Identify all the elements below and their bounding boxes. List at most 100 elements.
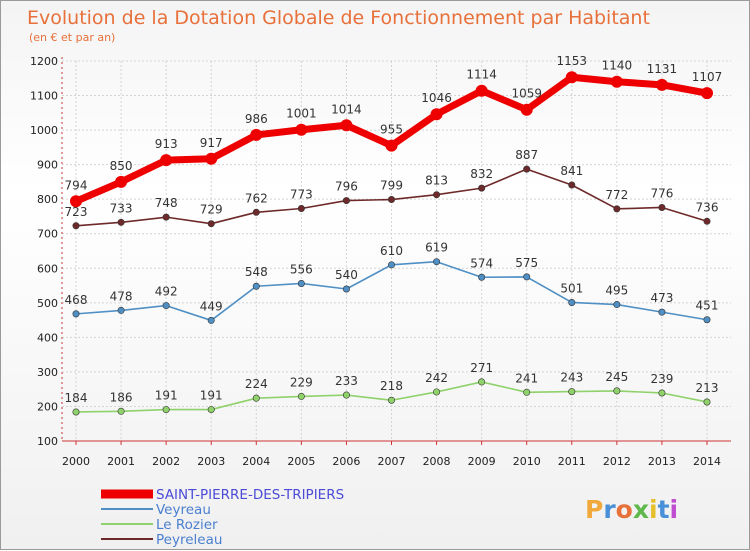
data-point [342, 285, 350, 293]
gridlines [62, 60, 731, 442]
series-saint-pierre-des-tripiers: 794 850 913 917 986 1001 1014 955 1046 1114 1059 11… [65, 54, 722, 208]
data-label: 723 [65, 205, 88, 219]
data-label: 191 [155, 389, 178, 403]
data-point [433, 191, 441, 199]
data-point [387, 261, 395, 269]
data-label: 575 [515, 256, 538, 270]
data-point [387, 396, 395, 404]
data-label: 1140 [602, 59, 633, 73]
data-label: 184 [65, 391, 88, 405]
data-label: 495 [605, 284, 628, 298]
data-point [342, 391, 350, 399]
x-tick-label: 2005 [287, 455, 315, 468]
data-point [72, 222, 80, 230]
data-label: 1153 [557, 54, 588, 68]
data-point [207, 220, 215, 228]
data-point [115, 175, 128, 188]
data-label: 917 [200, 136, 223, 150]
data-point [613, 301, 621, 309]
x-tick-label: 2002 [152, 455, 180, 468]
y-tick-label: 1100 [30, 90, 58, 103]
data-label: 1014 [331, 102, 362, 116]
x-tick-label: 2013 [648, 455, 676, 468]
y-tick-label: 100 [37, 435, 58, 448]
legend-label: Veyreau [156, 502, 211, 518]
data-point [523, 388, 531, 396]
data-point [72, 310, 80, 318]
x-tick-label: 2009 [468, 455, 496, 468]
data-point [340, 119, 353, 132]
data-point [205, 152, 218, 165]
data-point [478, 273, 486, 281]
axes: 100 200 300 400 500 600 700 800 900 1000 1100 1200 2… [30, 55, 731, 468]
data-point [433, 258, 441, 266]
x-tick-label: 2008 [423, 455, 451, 468]
data-point [387, 196, 395, 204]
legend-label: SAINT-PIERRE-DES-TRIPIERS [156, 487, 344, 503]
data-label: 955 [380, 123, 403, 137]
x-tick-label: 2003 [197, 455, 225, 468]
data-label: 1114 [466, 68, 497, 82]
data-label: 556 [290, 262, 313, 276]
data-point [162, 406, 170, 414]
legend-label: Peyreleau [156, 532, 222, 548]
data-point [568, 298, 576, 306]
y-tick-label: 700 [37, 228, 58, 241]
data-label: 1131 [647, 62, 678, 76]
data-label: 241 [515, 371, 538, 385]
data-label: 213 [696, 381, 719, 395]
data-label: 492 [155, 285, 178, 299]
data-point [703, 398, 711, 406]
data-point [701, 87, 713, 100]
data-point [433, 388, 441, 396]
data-label: 540 [335, 268, 358, 282]
data-point [252, 394, 260, 402]
data-point [162, 302, 170, 310]
data-point [117, 306, 125, 314]
data-point [385, 139, 398, 152]
y-tick-label: 200 [37, 400, 58, 413]
y-tick-label: 400 [37, 331, 58, 344]
data-point [295, 123, 308, 136]
data-point [658, 389, 666, 397]
chart-title: Evolution de la Dotation Globale de Fonc… [27, 7, 650, 29]
data-point [703, 217, 711, 225]
data-label: 186 [110, 390, 133, 404]
data-label: 733 [110, 201, 133, 215]
data-point [478, 378, 486, 386]
chart-subtitle: (en € et par an) [29, 31, 115, 44]
series-peyreleau: 723 733 748 729 762 773 796 799 813 832 887 841 772 7… [65, 148, 718, 230]
data-point [117, 407, 125, 415]
data-point [70, 195, 82, 208]
data-label: 841 [560, 164, 583, 178]
data-label: 239 [650, 372, 673, 386]
data-label: 574 [470, 256, 493, 270]
data-point [297, 205, 305, 213]
data-point [703, 316, 711, 324]
data-point [658, 308, 666, 316]
data-label: 229 [290, 375, 313, 389]
data-label: 796 [335, 180, 358, 194]
data-label: 548 [245, 265, 268, 279]
svg-text:Proxiti: Proxiti [585, 495, 678, 524]
data-label: 245 [605, 370, 628, 384]
data-point [250, 128, 263, 141]
data-label: 218 [380, 379, 403, 393]
data-label: 762 [245, 191, 268, 205]
data-point [252, 208, 260, 216]
data-label: 271 [470, 361, 493, 375]
data-label: 799 [380, 179, 403, 193]
data-label: 748 [155, 196, 178, 210]
data-label: 776 [650, 186, 673, 200]
data-label: 242 [425, 371, 448, 385]
data-label: 478 [110, 289, 133, 303]
data-label: 501 [560, 281, 583, 295]
series-layer: 468 478 492 449 548 556 540 610 619 574 575 501 495 4… [65, 54, 722, 416]
data-point [117, 218, 125, 226]
data-label: 813 [425, 174, 448, 188]
x-tick-label: 2007 [378, 455, 406, 468]
series-veyreau: 468 478 492 449 548 556 540 610 619 574 575 501 495 4… [65, 241, 718, 324]
data-point [207, 406, 215, 414]
data-point [478, 184, 486, 192]
data-label: 224 [245, 377, 268, 391]
